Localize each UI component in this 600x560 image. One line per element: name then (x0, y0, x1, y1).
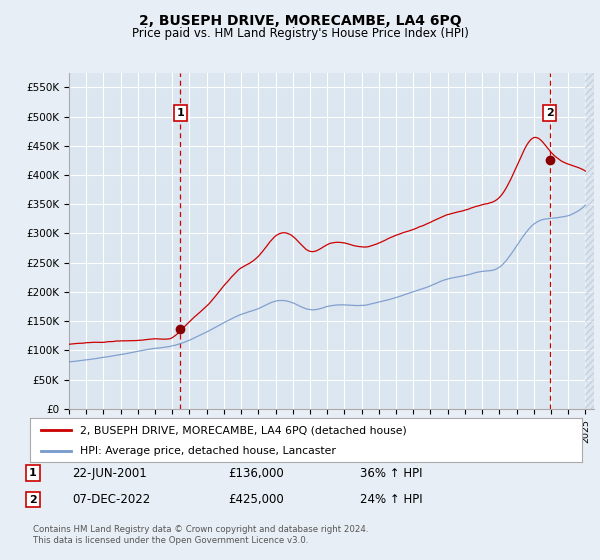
Text: 2, BUSEPH DRIVE, MORECAMBE, LA4 6PQ: 2, BUSEPH DRIVE, MORECAMBE, LA4 6PQ (139, 14, 461, 28)
Polygon shape (586, 73, 594, 409)
Text: 07-DEC-2022: 07-DEC-2022 (72, 493, 150, 506)
Text: 24% ↑ HPI: 24% ↑ HPI (360, 493, 422, 506)
Text: 2: 2 (546, 108, 553, 118)
Text: £425,000: £425,000 (228, 493, 284, 506)
Text: 22-JUN-2001: 22-JUN-2001 (72, 466, 147, 480)
Text: Contains HM Land Registry data © Crown copyright and database right 2024.
This d: Contains HM Land Registry data © Crown c… (33, 525, 368, 545)
Text: Price paid vs. HM Land Registry's House Price Index (HPI): Price paid vs. HM Land Registry's House … (131, 27, 469, 40)
Text: 2: 2 (29, 494, 37, 505)
Text: HPI: Average price, detached house, Lancaster: HPI: Average price, detached house, Lanc… (80, 446, 335, 456)
Text: 2, BUSEPH DRIVE, MORECAMBE, LA4 6PQ (detached house): 2, BUSEPH DRIVE, MORECAMBE, LA4 6PQ (det… (80, 425, 406, 435)
Text: £136,000: £136,000 (228, 466, 284, 480)
Text: 36% ↑ HPI: 36% ↑ HPI (360, 466, 422, 480)
Text: 1: 1 (176, 108, 184, 118)
Text: 1: 1 (29, 468, 37, 478)
